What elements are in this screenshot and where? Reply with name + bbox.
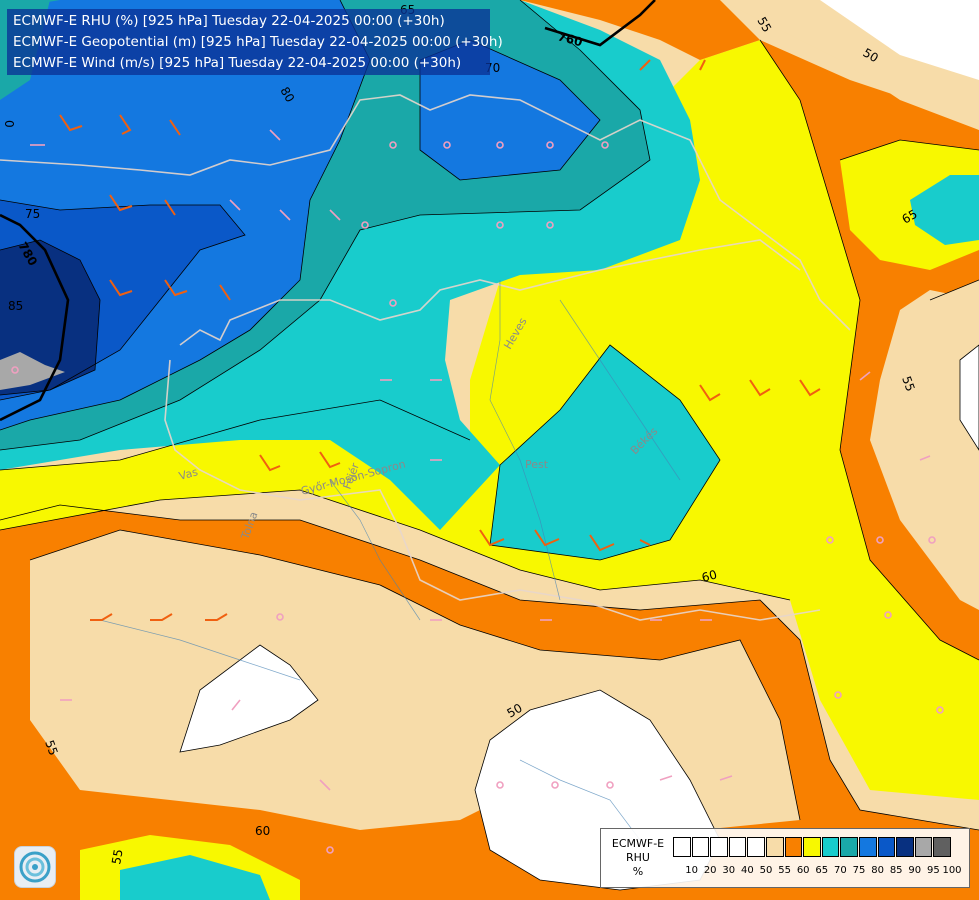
geopotential-lines: [0, 0, 656, 422]
rh-below-50-north: [820, 0, 979, 80]
legend-tick: 80: [871, 865, 884, 876]
header-rhu-line: ECMWF-E RHU (%) [925 hPa] Tuesday 22-04-…: [13, 13, 445, 29]
legend-swatch: [877, 837, 896, 857]
legend-swatches: [673, 837, 952, 859]
ecmwf-logo: [14, 846, 56, 888]
legend-swatch: [840, 837, 858, 857]
legend-tick: 95: [927, 865, 940, 876]
label-rh-60-bottom: 60: [255, 824, 270, 838]
label-rh-55-right: 55: [899, 374, 917, 393]
label-geo-760: 760: [556, 29, 584, 49]
rh-55-60-north: [520, 0, 760, 60]
legend-title-model: ECMWF-E: [611, 837, 665, 850]
legend-ticks: 10 20 30 40 50 55 60 65 70 75 80 85 90 95 100: [673, 865, 973, 879]
legend-swatch: [691, 837, 710, 857]
legend-swatch: [728, 837, 747, 857]
legend-swatch: [933, 837, 951, 857]
rh-below-50-west: [179, 644, 319, 753]
rh-90-95-west: [0, 352, 65, 390]
wind-barbs-light: [11, 129, 944, 854]
legend-title: ECMWF-E RHU %: [607, 837, 669, 879]
header-wind-line: ECMWF-E Wind (m/s) [925 hPa] Tuesday 22-…: [13, 55, 462, 71]
legend-tick: 40: [741, 865, 754, 876]
place-vas: Vas: [177, 465, 199, 483]
legend-tick: 85: [889, 865, 903, 876]
rhu-color-legend: ECMWF-E RHU % 10 20 30 40 50 55 60 65 70 75 80 85 90…: [600, 828, 970, 888]
legend-swatch: [858, 837, 877, 857]
wind-barbs-strong: [59, 59, 821, 621]
legend-title-var: RHU: [626, 851, 650, 864]
legend-tick: 50: [759, 865, 773, 876]
label-rh-80: 80: [277, 85, 297, 105]
rivers: [99, 280, 681, 841]
legend-tick: 55: [778, 865, 791, 876]
rh-contour-lines: [0, 0, 979, 831]
header-geopotential-line: ECMWF-E Geopotential (m) [925 hPa] Tuesd…: [13, 34, 503, 50]
legend-tick: 60: [796, 865, 810, 876]
label-rh-50-top: 50: [861, 45, 881, 65]
rh-65-70-southeast: [490, 345, 720, 560]
legend-tick: 65: [815, 865, 829, 876]
legend-swatch: [803, 837, 821, 857]
legend-swatch: [896, 837, 914, 857]
legend-tick: 20: [703, 865, 717, 876]
legend-swatch: [784, 837, 803, 857]
legend-swatch: [747, 837, 765, 857]
label-rh-55-top: 55: [754, 15, 774, 35]
legend-swatch: [673, 837, 691, 857]
rh-65-70-northeast: [910, 175, 979, 245]
rh-75-80-north: [420, 40, 600, 180]
label-rh-60-mid: 60: [700, 567, 718, 584]
place-pest: Pest: [525, 458, 549, 471]
legend-swatch: [914, 837, 933, 857]
label-rh-75: 75: [25, 207, 40, 221]
label-rh-55-left: 55: [42, 738, 60, 757]
label-rh-55-bottom: 55: [109, 848, 125, 865]
legend-swatch: [765, 837, 784, 857]
legend-tick: 10: [685, 865, 698, 876]
legend-swatch: [821, 837, 840, 857]
label-rh-65-right: 65: [900, 207, 920, 227]
label-rh-85: 85: [8, 299, 23, 313]
map-header: ECMWF-E RHU (%) [925 hPa] Tuesday 22-04-…: [7, 9, 503, 75]
legend-title-unit: %: [632, 865, 644, 878]
label-rh-50-mid: 50: [505, 701, 525, 721]
rh-below-50-east: [959, 344, 979, 451]
country-borders: [0, 94, 851, 621]
legend-tick: 70: [834, 865, 847, 876]
legend-tick: 100: [942, 865, 962, 876]
swirl-icon: [19, 851, 51, 883]
legend-tick: 90: [908, 865, 922, 876]
legend-swatch: [710, 837, 728, 857]
legend-tick: 75: [852, 865, 866, 876]
rh-60-65-center: [0, 40, 979, 800]
label-rh-0: 0: [2, 120, 16, 128]
legend-tick: 30: [722, 865, 736, 876]
rh-65-70-bottom: [120, 855, 270, 900]
